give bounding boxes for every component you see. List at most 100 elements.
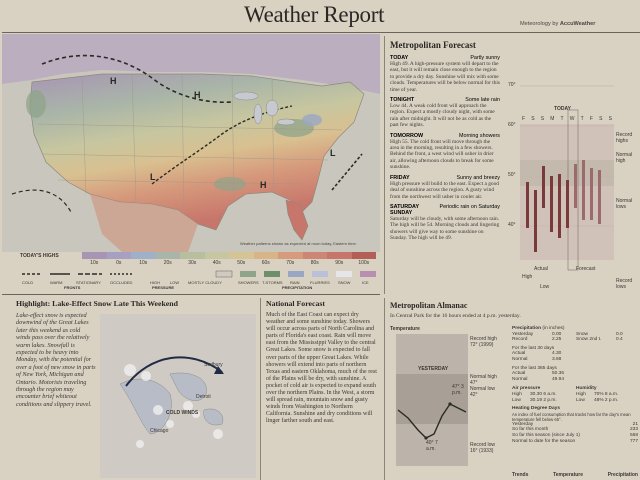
temperature-scale xyxy=(82,252,376,259)
chart-day-labels: F S S M T W T F S S xyxy=(522,116,612,122)
last30-row-label: Normal xyxy=(512,356,528,362)
forecast-day: SATURDAY SUNDAY xyxy=(390,203,419,216)
accuweather-brand: AccuWeather xyxy=(559,21,596,27)
normal-high-note: Normal high xyxy=(616,152,633,164)
day-label: F xyxy=(589,116,593,122)
yesterday-label: YESTERDAY xyxy=(418,366,449,372)
temp-band-label: 10s xyxy=(90,260,99,266)
forecast-entry: SATURDAY SUNDAY Periodic rain on Saturda… xyxy=(390,204,500,242)
low-note: Low xyxy=(540,284,550,290)
forecast-text: High pressure will build to the east. Ex… xyxy=(390,180,499,200)
day-label: S xyxy=(531,116,535,122)
record-high-note: Record high 72° (1999) xyxy=(470,336,497,348)
temp-band-label: 50s xyxy=(237,260,246,266)
forecast-text: Low 44. A weak cold front will approach … xyxy=(390,103,495,129)
chart-tick-label: 50° xyxy=(508,172,516,178)
forecast-day: TONIGHT xyxy=(390,97,415,104)
forecast-entry: FRIDAY Sunny and breezy High pressure wi… xyxy=(390,175,500,200)
legend-rain: RAIN xyxy=(290,280,300,285)
temp-band-label: 40s xyxy=(212,260,221,266)
lake-effect-map: COLD WINDS Sudbury Chicago Detroit xyxy=(100,314,256,478)
day-label: W xyxy=(569,116,575,122)
forecast-condition: Partly sunny xyxy=(470,55,500,61)
hdd-heading: Heating Degree Days xyxy=(512,406,560,412)
almanac-heading: Metropolitan Almanac xyxy=(390,301,468,310)
air-pressure-heading: Air pressure xyxy=(512,386,541,392)
temp-band-label: 90s xyxy=(335,260,344,266)
legend-labels: COLD WARM STATIONARY OCCLUDED HIGH LOW M… xyxy=(20,280,380,290)
forecast-condition: Some late rain xyxy=(465,97,500,104)
precip-value: 0.00 xyxy=(552,331,562,337)
precip-label: Record xyxy=(512,337,528,343)
almanac-temp-graphic xyxy=(396,334,468,466)
air-row-label: Low xyxy=(512,397,521,403)
forecast-day: TODAY xyxy=(390,55,409,61)
forecast-condition: Morning showers xyxy=(458,132,500,139)
column-rule xyxy=(384,36,385,294)
legend-mostly-cloudy: MOSTLY CLOUDY xyxy=(188,280,222,285)
hdd-row-value: 233 xyxy=(629,427,638,433)
temp-band-label: 80s xyxy=(310,260,319,266)
hdd-row-value: 568 xyxy=(629,432,638,438)
temp-band-label: 20s xyxy=(163,260,172,266)
last365-row-value: 49.94 xyxy=(552,376,565,382)
hdd-row-label: Yesterday xyxy=(512,421,534,427)
air-row-label: High xyxy=(512,391,522,397)
humidity-row-label: High xyxy=(576,391,586,397)
sudbury-label: Sudbury xyxy=(204,362,223,368)
legend-pressure: PRESSURE xyxy=(152,285,175,290)
column-rule xyxy=(384,298,385,480)
snow-label: Snow 2nd t. xyxy=(576,337,602,343)
normal-high-note: Normal high 47° xyxy=(470,374,497,386)
record-lows-note: Record lows xyxy=(616,278,633,290)
snow-value: 0.4 xyxy=(616,337,623,343)
day-label: M xyxy=(550,116,555,122)
chicago-label: Chicago xyxy=(150,428,169,434)
pressure-high-label: H xyxy=(260,180,267,190)
last365-label: For the last 365 days xyxy=(512,365,557,371)
record-highs-note: Record highs xyxy=(616,132,633,144)
credit-prefix: Meteorology by xyxy=(520,21,559,27)
day-label: S xyxy=(540,116,545,122)
footer-precipitation: Precipitation xyxy=(607,472,638,478)
footer-trends: Trends xyxy=(512,472,529,478)
map-graphic xyxy=(2,34,380,252)
precipitation-heading: Precipitation xyxy=(512,326,542,331)
legend-warm: WARM xyxy=(50,280,63,285)
map-legend: TODAY'S HIGHS 10s 0s 10s 20s 30s 40s 50s… xyxy=(20,252,380,292)
last365-row-value: 50.36 xyxy=(552,371,565,377)
highlight-heading: Highlight: Lake-Effect Snow Late This We… xyxy=(16,299,178,308)
precipitation-unit: (in inches) xyxy=(542,326,565,331)
humidity-row-value: 70% 8 a.m. xyxy=(594,391,619,397)
day-label: T xyxy=(560,116,564,122)
almanac-footer: Trends Temperature Precipitation xyxy=(512,472,638,478)
last30-row-value: 3.68 xyxy=(552,356,562,362)
metro-forecast-heading: Metropolitan Forecast xyxy=(390,40,476,50)
almanac-subtitle: In Central Park for the 16 hours ended a… xyxy=(390,313,521,319)
pressure-high-label: H xyxy=(194,90,201,100)
meteorology-credit: Meteorology by AccuWeather xyxy=(520,21,595,27)
legend-low: LOW xyxy=(170,280,180,285)
pressure-low-label: L xyxy=(150,172,156,182)
legend-symbols xyxy=(22,270,376,278)
hdd-row-value: 21 xyxy=(632,421,638,427)
peak-temp-label: 47° 3 p.m. xyxy=(452,384,464,396)
day-label: S xyxy=(599,116,603,122)
pressure-high-label: H xyxy=(110,76,117,86)
legend-high: HIGH xyxy=(150,280,160,285)
normal-low-note: Normal low 42° xyxy=(470,386,496,398)
temperature-chart: 70° 60° 50° 40° TODAY F S S M T W T F S … xyxy=(506,70,640,294)
chart-tick-label: 70° xyxy=(508,82,516,88)
todays-highs-label: TODAY'S HIGHS xyxy=(20,253,59,259)
legend-snow: SNOW xyxy=(338,280,351,285)
last30-row-label: Actual xyxy=(512,351,526,357)
temperature-bars xyxy=(520,85,614,271)
almanac-temperature-graph: YESTERDAY 47° 3 p.m. 40° 7 a.m. xyxy=(396,334,468,466)
detroit-label: Detroit xyxy=(196,394,211,400)
forecast-day: TOMORROW xyxy=(390,132,424,139)
hdd-row-label: So far this season (since July 1) xyxy=(512,432,580,438)
legend-showers: SHOWERS xyxy=(238,280,259,285)
precipitation-panel: Precipitation (in inches) Yesterday 0.00 S… xyxy=(512,326,638,444)
low-temp-label: 40° 7 a.m. xyxy=(426,440,438,452)
